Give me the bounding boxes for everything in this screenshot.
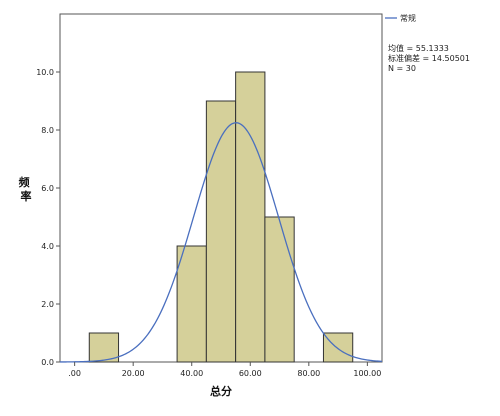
- histogram-bar-3: [176, 245, 207, 363]
- histogram-bar-5: [235, 71, 266, 363]
- x-tick-label-4: 80.00: [297, 369, 320, 378]
- x-tick-label-1: 20.00: [122, 369, 145, 378]
- y-tick-label-1: 2.0: [41, 300, 54, 309]
- y-tick-label-4: 8.0: [41, 126, 54, 135]
- normal-curve: [59, 122, 383, 363]
- y-tick-label-3: 6.0: [41, 184, 54, 193]
- histogram-bars: [88, 71, 354, 363]
- stats-std: 标准偏差 = 14.50501: [388, 53, 470, 63]
- y-axis-title-char-1: 频: [19, 175, 30, 189]
- histogram-bar-8: [322, 332, 354, 363]
- y-axis: 0.0 2.0 4.0 6.0 8.0 10.0: [36, 68, 60, 367]
- y-axis-title: 频 率: [19, 175, 34, 203]
- y-tick-label-2: 4.0: [41, 242, 54, 251]
- x-tick-label-0: .00: [68, 369, 81, 378]
- y-tick-label-0: 0.0: [41, 358, 54, 367]
- x-tick-label-2: 40.00: [180, 369, 203, 378]
- stats-n: N = 30: [388, 64, 416, 73]
- stats-mean: 均值 = 55.1333: [388, 43, 449, 53]
- y-tick-label-5: 10.0: [36, 68, 54, 77]
- x-axis: .00 20.00 40.00 60.00 80.00 100.00: [68, 362, 381, 378]
- histogram-bar-6: [264, 216, 295, 363]
- y-axis-title-char-2: 率: [21, 189, 32, 203]
- legend-entry: 常规: [400, 13, 416, 23]
- histogram-bar-0: [88, 332, 120, 363]
- x-tick-label-3: 60.00: [239, 369, 262, 378]
- x-tick-label-5: 100.00: [353, 369, 381, 378]
- histogram-bar-4: [205, 100, 237, 363]
- x-axis-title: 总分: [210, 384, 232, 398]
